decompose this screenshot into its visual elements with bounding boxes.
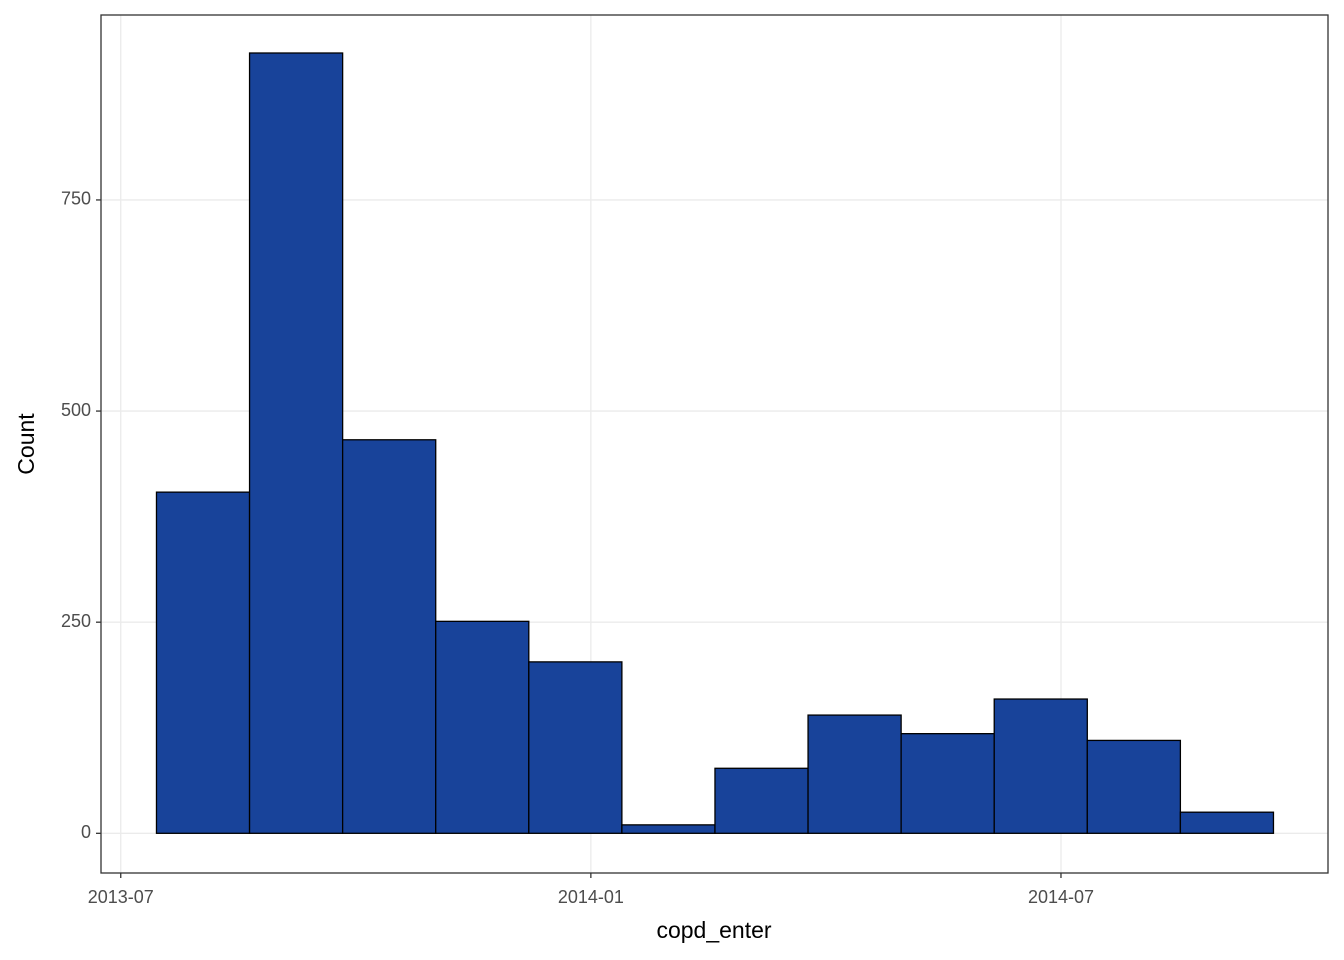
y-tick-label: 750 — [61, 189, 91, 209]
bar — [248, 52, 344, 834]
y-tick-label: 250 — [61, 611, 91, 631]
bar — [1179, 811, 1275, 834]
y-tick-label: 0 — [81, 822, 91, 842]
plot-border — [100, 14, 1329, 874]
bar — [155, 491, 251, 834]
y-tick-label: 500 — [61, 400, 91, 420]
bar — [993, 698, 1088, 834]
x-tick-label: 2013-07 — [88, 887, 154, 907]
bar — [807, 714, 902, 834]
bar — [1086, 739, 1182, 834]
bar — [900, 733, 995, 834]
x-tick-label: 2014-01 — [558, 887, 624, 907]
bar — [528, 661, 623, 834]
bar — [435, 620, 530, 834]
bar — [341, 439, 437, 834]
bar — [621, 824, 716, 834]
bar — [714, 767, 809, 834]
x-tick-label: 2014-07 — [1028, 887, 1094, 907]
y-axis-label: Count — [13, 413, 39, 475]
x-axis-label: copd_enter — [656, 917, 771, 943]
